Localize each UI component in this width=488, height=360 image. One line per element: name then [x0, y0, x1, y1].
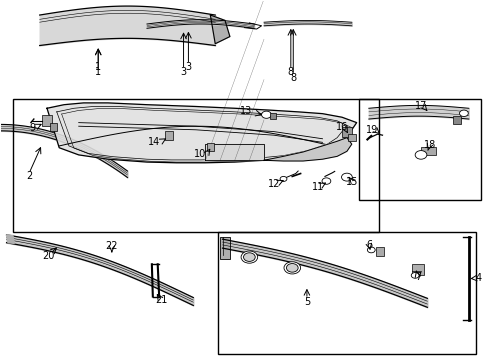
Text: 22: 22 — [105, 241, 118, 251]
Text: 21: 21 — [155, 295, 167, 305]
Polygon shape — [47, 103, 356, 163]
Bar — [42, 116, 52, 126]
Polygon shape — [205, 144, 264, 160]
Bar — [13, 99, 378, 232]
Bar — [50, 123, 57, 131]
Bar — [217, 232, 475, 354]
Bar — [347, 134, 355, 141]
Circle shape — [459, 110, 468, 117]
Circle shape — [241, 251, 257, 263]
Circle shape — [261, 111, 271, 118]
Bar — [411, 264, 423, 275]
Bar — [358, 99, 480, 200]
Text: 17: 17 — [414, 101, 427, 111]
Text: 15: 15 — [345, 177, 357, 187]
Bar — [206, 143, 213, 150]
Circle shape — [366, 247, 374, 253]
Polygon shape — [220, 237, 229, 259]
Circle shape — [243, 253, 255, 261]
Circle shape — [410, 273, 418, 278]
Text: 11: 11 — [311, 182, 324, 192]
Text: 1: 1 — [95, 62, 101, 72]
Text: 4: 4 — [474, 273, 481, 283]
Text: 20: 20 — [41, 251, 54, 261]
Text: 14: 14 — [148, 137, 160, 147]
Text: 1: 1 — [95, 67, 101, 77]
Text: 12: 12 — [267, 179, 279, 189]
Text: 10: 10 — [193, 149, 205, 159]
Bar — [375, 247, 384, 256]
Bar — [452, 116, 460, 124]
Polygon shape — [6, 235, 14, 243]
Text: 19: 19 — [366, 125, 378, 135]
Circle shape — [286, 264, 298, 272]
Polygon shape — [210, 15, 229, 44]
Text: 9: 9 — [30, 123, 36, 133]
Bar — [341, 127, 351, 136]
Text: 13: 13 — [239, 106, 252, 116]
Bar — [420, 147, 435, 155]
Text: 18: 18 — [423, 140, 435, 150]
Polygon shape — [264, 138, 351, 161]
Text: 16: 16 — [335, 122, 347, 132]
Text: 5: 5 — [303, 297, 309, 307]
Text: 6: 6 — [366, 240, 372, 250]
Text: 3: 3 — [185, 62, 191, 72]
Bar — [269, 113, 275, 119]
Circle shape — [414, 150, 426, 159]
Text: 2: 2 — [26, 171, 32, 181]
Text: 7: 7 — [415, 272, 421, 282]
Bar — [164, 131, 173, 140]
Circle shape — [322, 178, 330, 184]
Circle shape — [280, 176, 286, 181]
Text: 8: 8 — [287, 67, 293, 77]
Circle shape — [341, 173, 351, 181]
Text: 8: 8 — [289, 73, 296, 83]
Text: 3: 3 — [180, 67, 186, 77]
Circle shape — [284, 262, 300, 274]
